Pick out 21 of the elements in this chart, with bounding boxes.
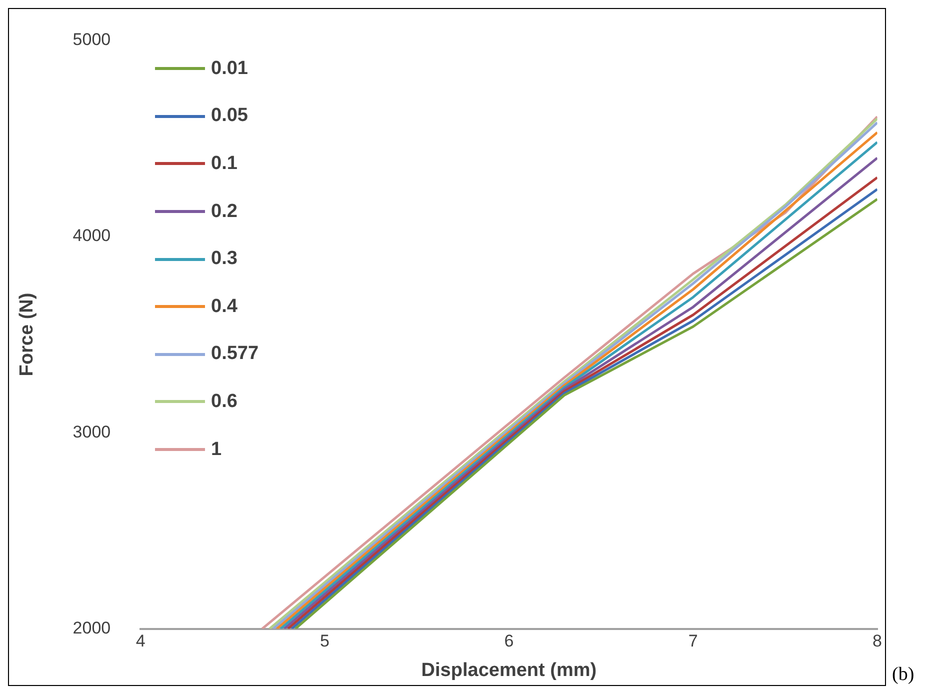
legend-label: 0.3 — [211, 248, 238, 270]
x-tick-label: 6 — [504, 632, 514, 651]
x-tick-label: 4 — [136, 632, 146, 651]
legend-label: 0.577 — [211, 343, 259, 366]
x-tick-label: 5 — [320, 632, 330, 651]
text: (b) — [892, 664, 914, 686]
legend-label: 0.1 — [211, 152, 238, 175]
y-tick-label: 3000 — [72, 422, 111, 442]
y-tick-label: 4000 — [72, 226, 111, 246]
legend-label: 0.05 — [211, 105, 248, 128]
legend-label: 0.01 — [211, 58, 248, 80]
legend-label: 1 — [211, 438, 222, 461]
y-tick-label: 5000 — [72, 30, 111, 49]
legend-label: 0.4 — [211, 296, 238, 318]
x-tick-label: 8 — [872, 632, 882, 651]
x-axis-title: Displacement (mm) — [421, 660, 597, 681]
x-tick-label: 7 — [688, 632, 698, 651]
legend-label: 0.2 — [211, 200, 238, 223]
y-axis-title: Force (N) — [16, 292, 38, 376]
legend-label: 0.6 — [211, 390, 238, 413]
y-tick-label: 2000 — [72, 618, 111, 638]
